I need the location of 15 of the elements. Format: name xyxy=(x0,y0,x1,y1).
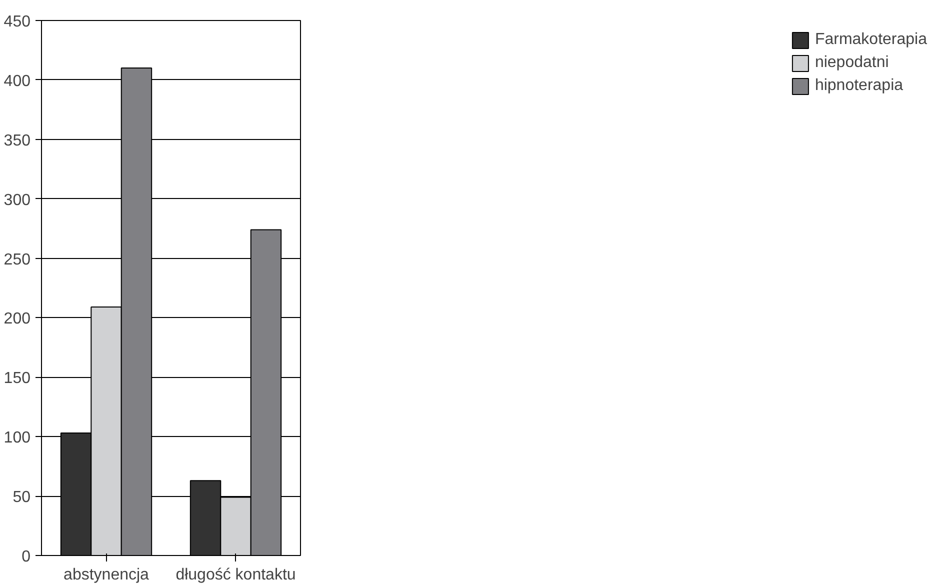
legend-label: niepodatni xyxy=(814,54,889,72)
x-tick-label: długość kontaktu xyxy=(176,566,296,584)
legend-label: Farmakoterapia xyxy=(814,31,927,49)
legend-label: hipnoterapia xyxy=(814,77,904,95)
y-tick-label: 200 xyxy=(4,310,31,328)
y-tick-label: 400 xyxy=(4,72,31,90)
y-tick-label: 450 xyxy=(4,14,31,30)
y-tick-label: 250 xyxy=(4,251,31,268)
y-tick-label: 50 xyxy=(12,489,31,506)
y-tick-label: 300 xyxy=(4,192,31,209)
x-tick-label: abstynencja xyxy=(64,566,150,584)
y-tick-label: 150 xyxy=(4,370,31,388)
y-tick-label: 0 xyxy=(22,548,31,566)
y-tick-label: 100 xyxy=(4,430,31,447)
y-tick-label: 350 xyxy=(4,132,31,150)
